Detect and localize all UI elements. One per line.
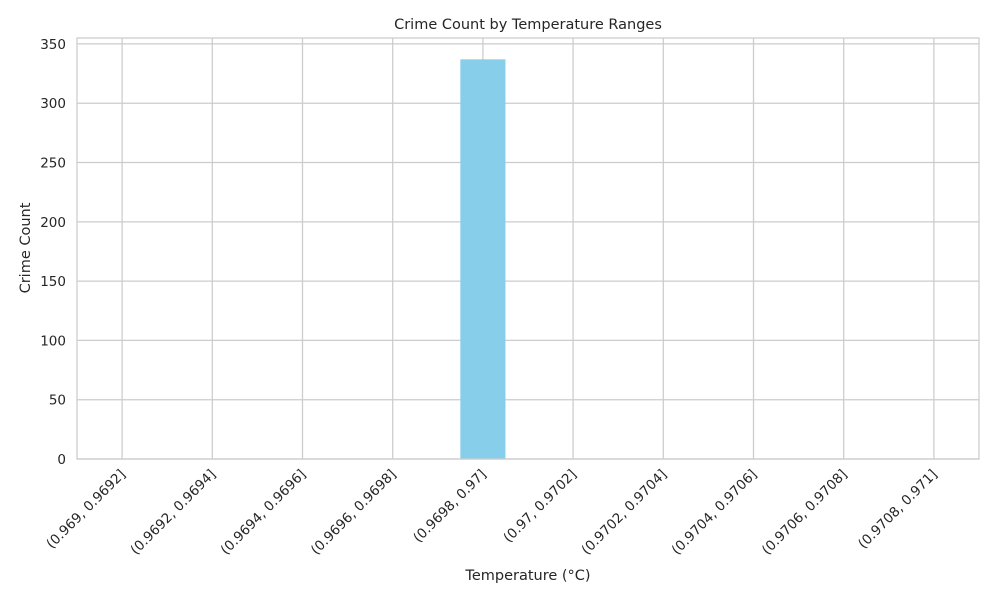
y-tick-label: 0	[57, 452, 66, 468]
x-axis-label: Temperature (°C)	[464, 568, 590, 584]
y-tick-label: 100	[40, 333, 66, 349]
grid-layer	[77, 38, 979, 460]
x-tick-label: (0.9692, 0.9694]	[127, 467, 219, 559]
bars-layer	[460, 59, 506, 460]
y-tick-label: 50	[49, 393, 66, 409]
x-tick-label: (0.9704, 0.9706]	[669, 467, 761, 559]
y-tick-label: 200	[40, 215, 66, 231]
y-tick-label: 250	[40, 156, 66, 172]
x-tick-label: (0.9698, 0.97]	[410, 467, 489, 546]
y-axis-label: Crime Count	[18, 202, 34, 293]
y-tick-labels: 0 50 100 150 200 250 300 350	[40, 37, 66, 468]
y-tick-label: 150	[40, 274, 66, 290]
x-tick-label: (0.969, 0.9692]	[43, 467, 129, 553]
x-tick-label: (0.97, 0.9702]	[500, 467, 579, 546]
x-tick-label: (0.9694, 0.9696]	[218, 467, 310, 559]
x-tick-label: (0.9706, 0.9708]	[759, 467, 851, 559]
x-tick-label: (0.9702, 0.9704]	[578, 467, 670, 559]
chart-title: Crime Count by Temperature Ranges	[394, 17, 662, 33]
y-tick-label: 300	[40, 96, 66, 112]
x-tick-label: (0.9708, 0.971]	[855, 467, 941, 553]
y-tick-label: 350	[40, 37, 66, 53]
bar	[460, 59, 506, 460]
plot-frame	[76, 37, 980, 460]
x-tick-label: (0.9696, 0.9698]	[308, 467, 400, 559]
x-tick-labels: (0.969, 0.9692](0.9692, 0.9694](0.9694, …	[43, 467, 940, 559]
